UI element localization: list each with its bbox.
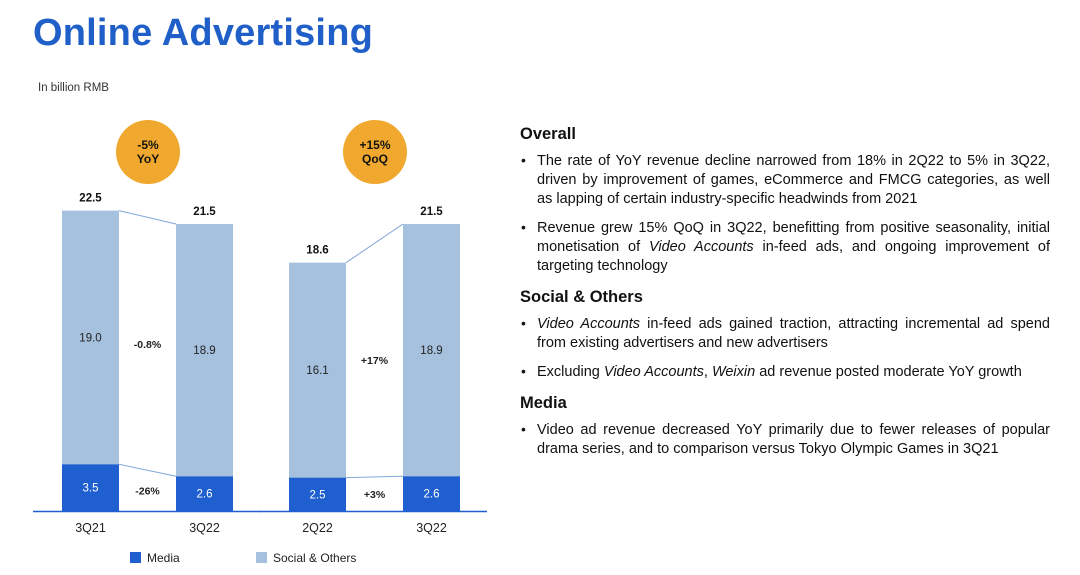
bullet-item: Video Accounts in-feed ads gained tracti… (520, 314, 1050, 353)
section-heading-social: Social & Others (520, 288, 643, 306)
bar-social-others (62, 210, 119, 465)
bullet-text: Excluding (537, 364, 604, 380)
connector-media (118, 463, 177, 477)
connector-total (345, 223, 404, 264)
bullet-italic-text: Weixin (711, 364, 756, 380)
bullet-item: Video ad revenue decreased YoY primarily… (520, 420, 1050, 459)
bar-media (289, 477, 346, 511)
revenue-charts: 19.0 3.5 22.5 3Q21 18.9 2.6 21.5 3Q22 -0.8% -26% -… (33, 120, 487, 565)
data-label-social: 18.9 (193, 345, 215, 357)
overall-bullets: The rate of YoY revenue decline narrowed… (520, 151, 1050, 276)
bullet-text: ad revenue posted moderate YoY growth (755, 364, 1022, 380)
total-label: 21.5 (193, 206, 216, 218)
bar-media (62, 464, 119, 511)
data-label-social: 19.0 (79, 332, 101, 344)
total-label: 22.5 (79, 193, 102, 205)
bullet-italic-text: Video Accounts (603, 364, 704, 380)
social-bullets: Video Accounts in-feed ads gained tracti… (520, 314, 1050, 382)
bar-media (403, 476, 460, 511)
data-label-media: 3.5 (83, 483, 99, 495)
section-heading-media: Media (520, 394, 567, 412)
total-label: 18.6 (306, 245, 328, 257)
legend-swatch (256, 552, 267, 563)
badge-line-2: YoY (137, 152, 159, 166)
change-label-media: -26% (135, 486, 160, 498)
badge-line-1: -5% (137, 138, 159, 152)
data-label-media: 2.6 (424, 489, 440, 501)
media-bullets: Video ad revenue decreased YoY primarily… (520, 420, 1050, 459)
badge-line-2: QoQ (362, 152, 388, 166)
bullet-text: The rate of YoY revenue decline narrowed… (537, 153, 1050, 207)
bullet-item: The rate of YoY revenue decline narrowed… (520, 151, 1050, 209)
badge-line-1: +15% (359, 138, 390, 152)
bullet-text: Video ad revenue decreased YoY primarily… (537, 422, 1050, 457)
bullet-text: , (703, 364, 712, 380)
category-label: 3Q22 (416, 521, 447, 535)
change-label-social: +17% (361, 355, 389, 367)
legend-label: Social & Others (273, 551, 356, 565)
bar-social-others (403, 223, 460, 477)
total-label: 21.5 (420, 206, 443, 218)
change-label-social: -0.8% (134, 339, 162, 351)
legend-swatch (130, 552, 141, 563)
category-label: 2Q22 (302, 521, 333, 535)
bullet-item: Revenue grew 15% QoQ in 3Q22, benefittin… (520, 218, 1050, 276)
data-label-social: 16.1 (306, 365, 328, 377)
change-badge (343, 120, 407, 184)
bullet-text: in-feed ads gained traction, attracting … (537, 316, 1050, 351)
data-label-media: 2.5 (310, 489, 326, 501)
bullet-italic-text: Video Accounts (648, 239, 754, 255)
category-label: 3Q21 (75, 521, 106, 535)
bullet-italic-text: Video Accounts (537, 316, 641, 332)
bullet-text: in-feed ads, and ongoing improvement of … (537, 239, 1050, 274)
bar-social-others (289, 262, 346, 478)
bullet-text: Revenue grew 15% QoQ in 3Q22, benefittin… (537, 220, 1050, 255)
bar-social-others (176, 223, 233, 477)
category-label: 3Q22 (189, 521, 220, 535)
commentary-panel: Overall The rate of YoY revenue decline … (520, 125, 1050, 471)
bar-media (176, 476, 233, 511)
unit-note: In billion RMB (38, 82, 109, 94)
section-heading-overall: Overall (520, 125, 576, 143)
change-label-media: +3% (364, 489, 386, 501)
data-label-media: 2.6 (197, 489, 213, 501)
bullet-item: Excluding Video Accounts, Weixin ad reve… (520, 362, 1050, 382)
page-title: Online Advertising (33, 12, 374, 54)
change-badge (116, 120, 180, 184)
data-label-social: 18.9 (420, 345, 442, 357)
legend-label: Media (147, 551, 180, 565)
connector-media (345, 475, 404, 479)
connector-total (118, 210, 177, 225)
